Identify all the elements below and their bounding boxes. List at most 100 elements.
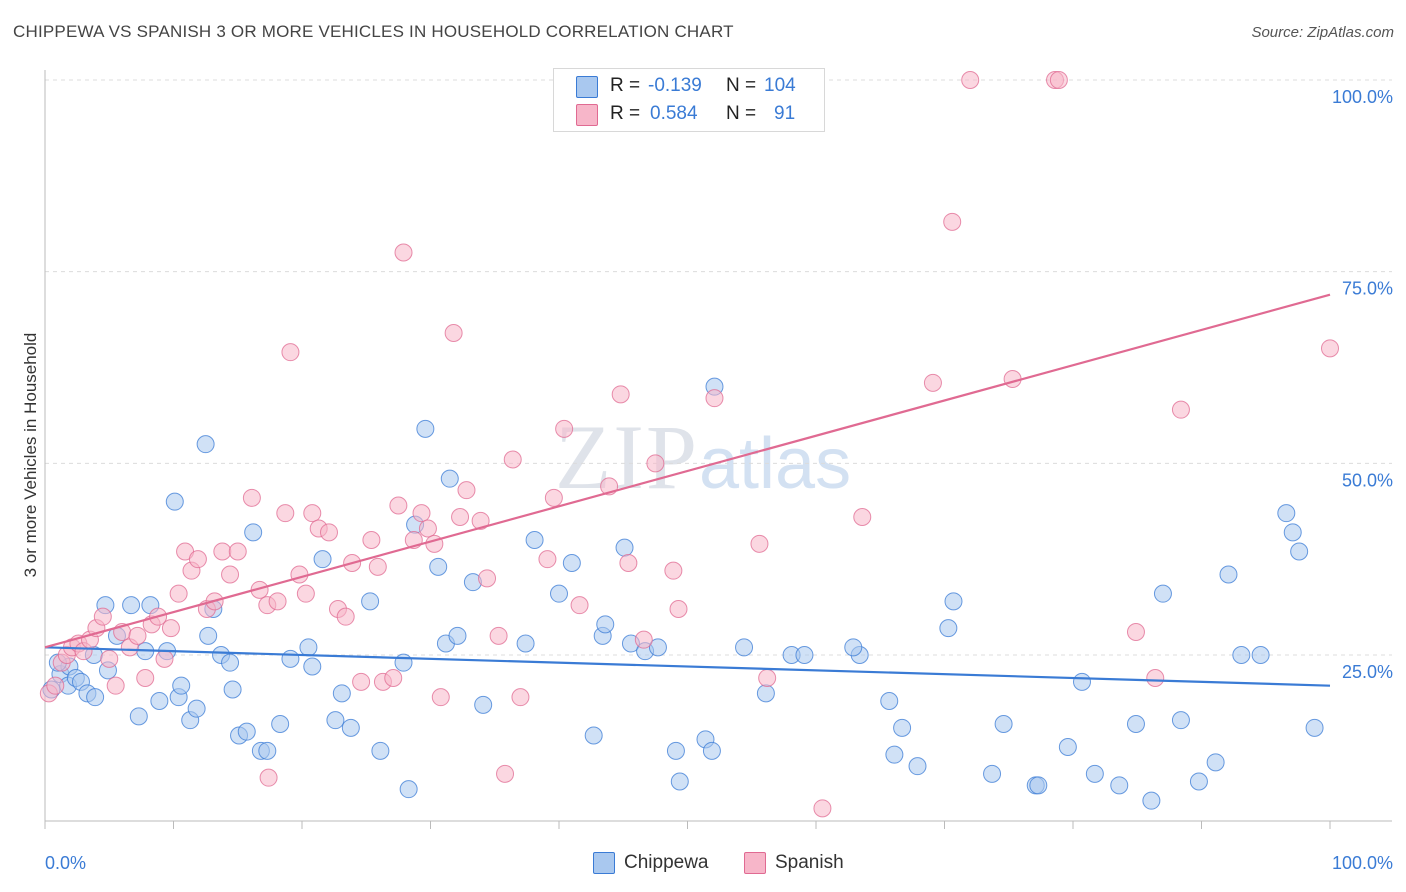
y-tick-label: 100.0%	[1332, 87, 1393, 107]
chippewa-point	[994, 715, 1013, 733]
spanish-point	[634, 630, 653, 649]
chippewa-point	[299, 638, 318, 657]
bottom-legend-label-spanish: Spanish	[775, 852, 844, 873]
spanish-point	[457, 481, 476, 500]
spanish-point	[221, 565, 240, 584]
legend-r-label: R =	[610, 75, 641, 96]
legend-n-value: 104	[764, 75, 796, 96]
chippewa-point	[880, 692, 899, 710]
chippewa-point	[361, 592, 380, 611]
spanish-point	[368, 557, 387, 576]
bottom-legend-swatch-chippewa	[593, 852, 615, 874]
legend-swatch-chippewa	[576, 76, 598, 98]
legend-row-chippewa: R = -0.139 N = 104	[576, 73, 816, 101]
chippewa-point	[313, 550, 332, 569]
chippewa-point	[1153, 584, 1172, 603]
spanish-point	[758, 669, 777, 687]
spanish-point	[213, 542, 232, 561]
bottom-legend-spanish: Spanish	[744, 852, 864, 876]
chippewa-point	[893, 718, 912, 737]
y-tick-label: 50.0%	[1342, 470, 1393, 490]
spanish-point	[319, 523, 338, 542]
spanish-point	[290, 565, 309, 584]
spanish-point	[106, 676, 125, 695]
legend-n-label: N =	[726, 75, 757, 96]
chippewa-point	[448, 626, 467, 645]
spanish-point	[503, 450, 522, 469]
chippewa-point	[795, 646, 814, 664]
chippewa-point	[1290, 542, 1309, 561]
spanish-point	[813, 799, 832, 818]
chippewa-point	[303, 657, 322, 676]
spanish-point	[538, 550, 557, 569]
chippewa-point	[129, 707, 148, 726]
spanish-point	[1049, 71, 1068, 89]
legend-r-value: 0.584	[650, 103, 698, 124]
spanish-point	[281, 343, 300, 362]
watermark: ZIPatlas	[555, 404, 851, 510]
spanish-point	[431, 688, 450, 707]
chippewa-trend-line	[44, 646, 1331, 687]
chippewa-point	[516, 634, 535, 653]
legend-r-label: R =	[610, 103, 641, 124]
spanish-point	[228, 542, 247, 561]
spanish-point	[1003, 370, 1022, 388]
spanish-point	[268, 592, 287, 611]
chippewa-point	[86, 688, 105, 707]
spanish-point	[496, 764, 515, 783]
chippewa-point	[615, 538, 634, 557]
chippewa-point	[1072, 672, 1091, 691]
chart-title: CHIPPEWA VS SPANISH 3 OR MORE VEHICLES I…	[13, 22, 734, 41]
spanish-point	[362, 531, 381, 549]
chippewa-point	[196, 435, 215, 454]
spanish-point	[128, 626, 147, 645]
chippewa-point	[281, 649, 300, 668]
chippewa-point	[399, 780, 418, 799]
spanish-point	[384, 669, 403, 687]
spanish-point	[389, 496, 408, 515]
spanish-point	[555, 419, 574, 438]
spanish-point	[136, 669, 155, 687]
chippewa-point	[735, 638, 754, 657]
spanish-point	[336, 607, 355, 626]
chippewa-point	[666, 741, 685, 760]
chippewa-point	[416, 419, 435, 438]
chippewa-point	[944, 592, 963, 611]
chippewa-point	[1189, 772, 1208, 791]
chippewa-point	[939, 619, 958, 638]
spanish-point	[155, 649, 174, 668]
spanish-point	[943, 212, 962, 231]
legend-row-spanish: R = 0.584 N = 91	[576, 101, 816, 129]
chippewa-point	[1142, 791, 1161, 810]
chippewa-point	[221, 653, 240, 672]
chippewa-point	[474, 695, 493, 714]
chippewa-point	[271, 715, 290, 733]
spanish-point	[923, 373, 942, 392]
spanish-point	[296, 584, 315, 603]
spanish-point	[646, 454, 665, 473]
chippewa-point	[332, 684, 351, 703]
spanish-point	[169, 584, 188, 603]
chippewa-point	[326, 711, 345, 730]
spanish-point	[705, 389, 724, 408]
spanish-point	[352, 672, 371, 691]
chippewa-point	[1206, 753, 1225, 772]
chippewa-point	[1110, 776, 1129, 795]
chippewa-point	[1305, 718, 1324, 737]
spanish-point	[1146, 669, 1165, 687]
bottom-legend-swatch-spanish	[744, 852, 766, 874]
spanish-point	[478, 569, 497, 588]
chippewa-point	[648, 638, 667, 657]
chippewa-point	[983, 764, 1002, 783]
spanish-point	[412, 504, 431, 523]
spanish-point	[100, 649, 119, 668]
spanish-point	[161, 619, 180, 638]
spanish-point	[611, 385, 630, 404]
watermark-atlas: atlas	[699, 424, 852, 504]
chippewa-point	[885, 745, 904, 764]
bottom-legend-chippewa: Chippewa	[593, 852, 723, 876]
spanish-point	[471, 511, 490, 530]
legend-n-label: N =	[726, 103, 757, 124]
x-tick-label: 0.0%	[45, 853, 86, 873]
legend-r-value: -0.139	[648, 75, 702, 96]
